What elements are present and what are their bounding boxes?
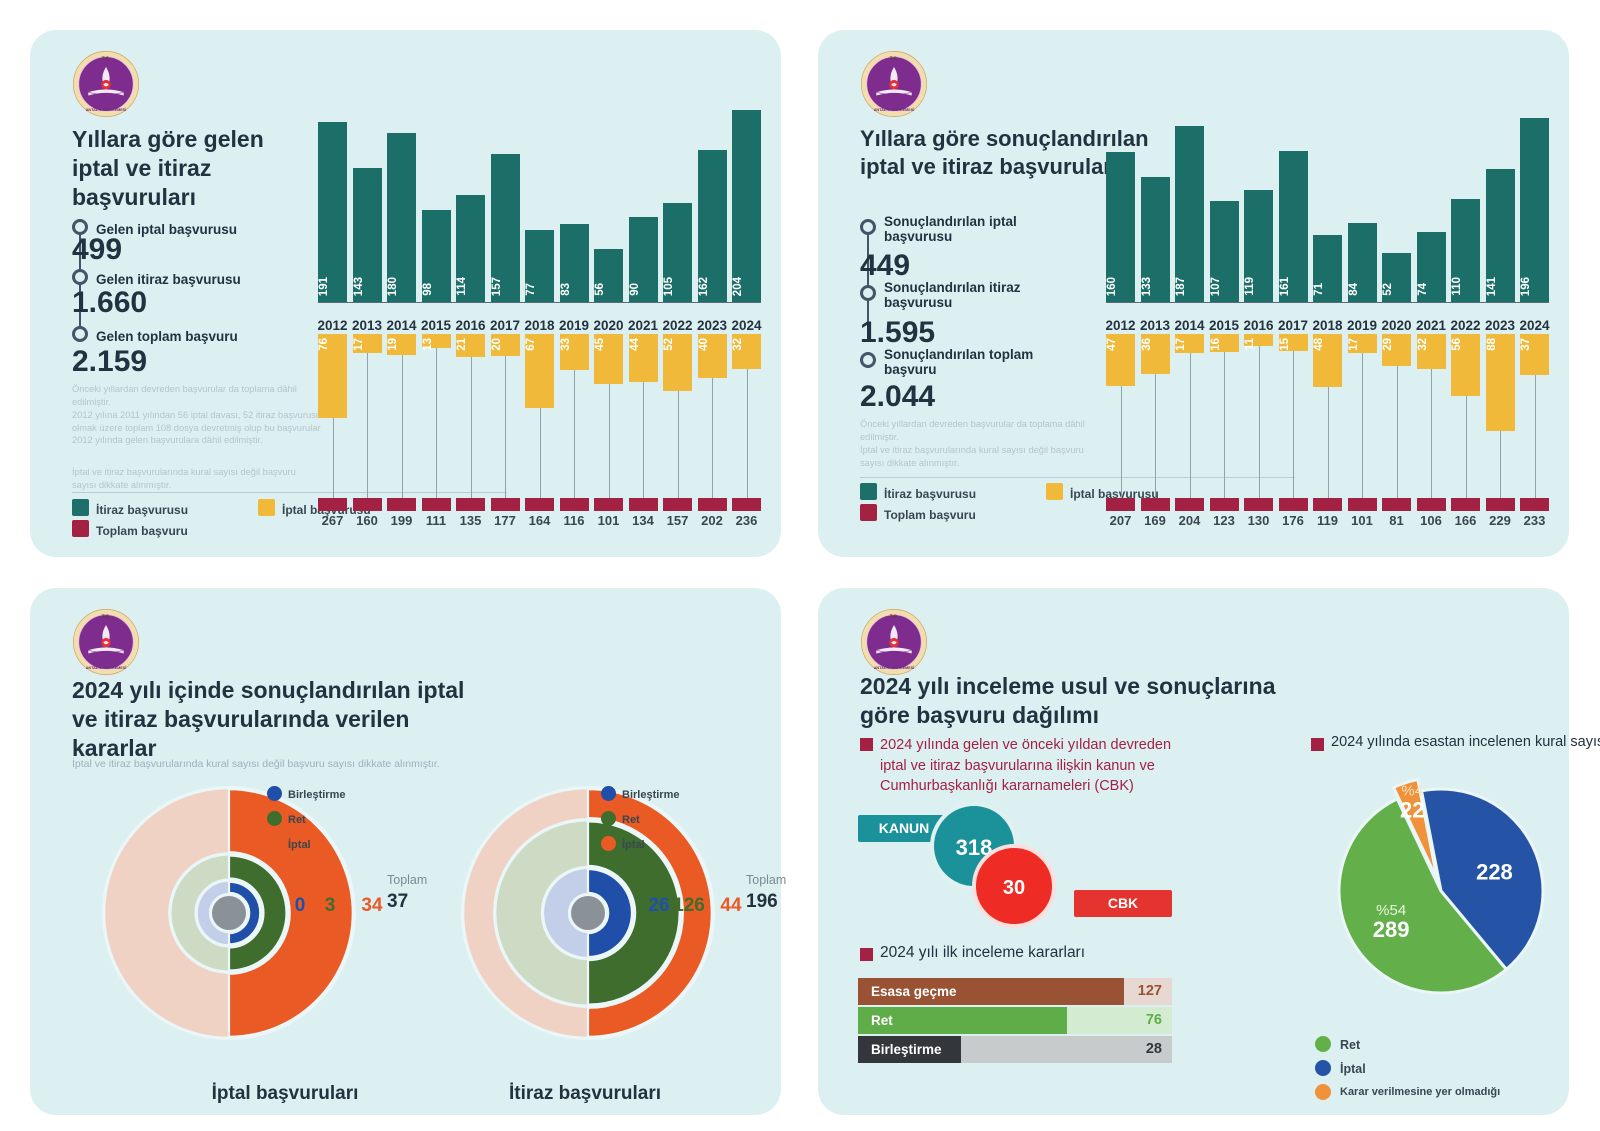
svg-text:ANTALYA MAHKEMESİ: ANTALYA MAHKEMESİ [86, 108, 127, 112]
svg-text:T.C.: T.C. [890, 56, 898, 62]
svg-text:289: 289 [1373, 917, 1410, 942]
svg-text:ANTALYA MAHKEMESİ: ANTALYA MAHKEMESİ [874, 666, 915, 670]
svg-text:T.C.: T.C. [890, 614, 898, 620]
svg-text:ANTALYA MAHKEMESİ: ANTALYA MAHKEMESİ [874, 108, 915, 112]
svg-text:T.C.: T.C. [102, 56, 110, 62]
svg-text:22: 22 [1400, 798, 1424, 823]
svg-text:30: 30 [1003, 877, 1025, 899]
svg-text:ANTALYA MAHKEMESİ: ANTALYA MAHKEMESİ [86, 666, 127, 670]
svg-text:T.C.: T.C. [102, 614, 110, 620]
svg-text:228: 228 [1476, 860, 1513, 885]
